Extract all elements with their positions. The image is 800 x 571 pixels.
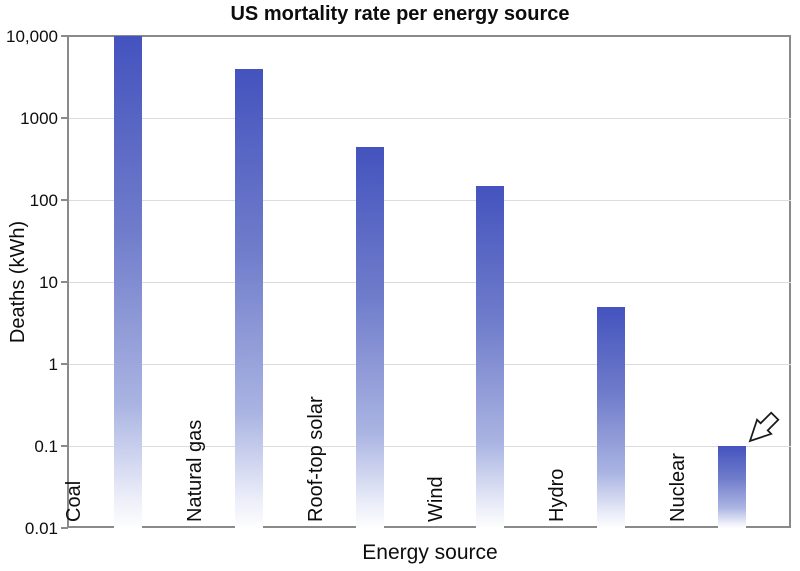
x-axis-title: Energy source [362,541,498,564]
y-gridline [69,446,791,447]
category-label: Hydro [546,468,568,522]
bar-natural-gas [235,69,263,528]
y-tick-mark [61,35,68,37]
category-label: Wind [425,476,447,522]
chart-title: US mortality rate per energy source [230,3,570,25]
y-tick-mark [61,199,68,201]
y-tick-mark [61,281,68,283]
bar-hydro [597,307,625,528]
y-gridline [69,282,791,283]
bar-nuclear [718,446,746,528]
y-tick-label: 10,000 [6,27,58,46]
y-gridline [69,200,791,201]
y-tick-mark [61,527,68,529]
y-tick-label: 100 [29,191,58,210]
category-label: Nuclear [667,453,689,522]
y-tick-mark [61,445,68,447]
y-tick-mark [61,363,68,365]
plot-area [67,35,791,528]
y-tick-label: 1 [48,355,58,374]
nuclear-annotation-arrow-icon [744,396,796,451]
bar-roof-top-solar [356,147,384,528]
y-tick-label: 1000 [20,109,58,128]
y-tick-mark [61,117,68,119]
y-gridline [69,118,791,119]
y-tick-label: 0.01 [24,519,58,538]
category-label: Natural gas [184,419,206,522]
bar-wind [476,186,504,528]
bar-coal [114,36,142,528]
category-label: Coal [63,480,85,522]
y-axis-title: Deaths (kWh) [7,220,29,344]
y-gridline [69,364,791,365]
y-tick-label: 10 [39,273,58,292]
y-tick-label: 0.1 [34,437,58,456]
category-label: Roof-top solar [305,396,327,522]
